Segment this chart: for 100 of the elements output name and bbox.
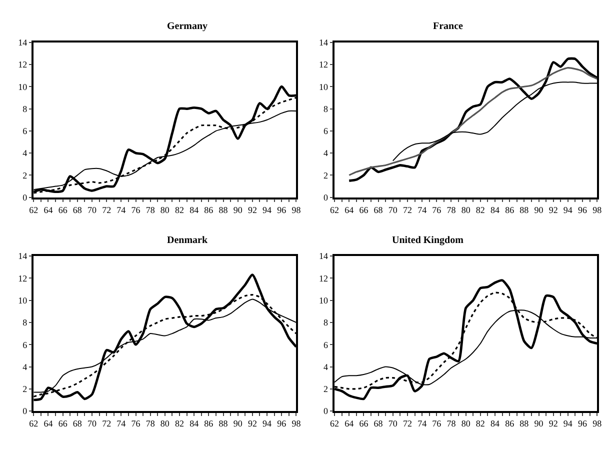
y-tick-label: 14 [319, 251, 328, 262]
x-tick-label: 70 [388, 418, 398, 429]
x-tick-label: 76 [131, 418, 141, 429]
y-tick-label: 12 [319, 273, 328, 284]
x-tick-label: 90 [233, 418, 243, 429]
y-tick-label: 10 [18, 295, 28, 306]
x-tick-label: 78 [446, 204, 456, 215]
y-tick-label: 0 [22, 192, 28, 203]
x-tick-label: 86 [204, 418, 214, 429]
x-tick-label: 74 [116, 204, 126, 215]
y-tick-label: 2 [22, 384, 28, 394]
chart-title: United Kingdom [392, 235, 464, 246]
chart-title: Germany [167, 21, 208, 32]
x-tick-label: 88 [520, 204, 530, 215]
x-tick-label: 64 [344, 418, 354, 429]
x-tick-label: 66 [359, 418, 369, 429]
x-tick-label: 98 [292, 204, 302, 215]
y-tick-label: 6 [22, 340, 28, 350]
x-tick-label: 94 [262, 204, 272, 215]
y-tick-label: 2 [324, 170, 328, 180]
x-tick-label: 62 [29, 204, 38, 215]
x-tick-label: 82 [175, 418, 184, 429]
x-tick-label: 82 [476, 204, 485, 215]
x-tick-label: 92 [548, 418, 558, 429]
x-tick-label: 62 [330, 418, 340, 429]
y-tick-label: 4 [22, 362, 28, 372]
x-tick-label: 98 [292, 418, 302, 429]
x-tick-label: 88 [520, 418, 530, 429]
x-tick-label: 62 [29, 418, 38, 429]
x-tick-label: 78 [446, 418, 456, 429]
x-tick-label: 86 [204, 204, 214, 215]
x-tick-label: 70 [87, 418, 97, 429]
x-tick-label: 62 [330, 204, 340, 215]
y-tick-label: 6 [22, 126, 28, 136]
x-tick-label: 66 [58, 204, 68, 215]
x-tick-label: 64 [344, 204, 354, 215]
y-tick-label: 6 [324, 340, 328, 350]
x-tick-label: 90 [534, 204, 544, 215]
y-tick-label: 10 [319, 82, 328, 92]
x-tick-label: 96 [578, 204, 588, 215]
chart-title: Denmark [167, 235, 208, 246]
x-tick-label: 98 [592, 418, 602, 429]
y-tick-label: 12 [319, 60, 328, 70]
y-tick-label: 4 [324, 148, 328, 158]
x-tick-label: 70 [87, 204, 97, 215]
x-tick-label: 80 [461, 204, 471, 215]
x-tick-label: 86 [505, 204, 515, 215]
x-tick-label: 68 [72, 418, 82, 429]
y-tick-label: 4 [324, 362, 328, 372]
y-tick-label: 6 [324, 126, 328, 136]
x-tick-label: 82 [175, 204, 184, 215]
x-tick-label: 94 [563, 418, 573, 429]
y-tick-label: 10 [319, 295, 328, 306]
x-tick-label: 84 [190, 418, 200, 429]
x-tick-label: 68 [374, 418, 384, 429]
chart-title: France [433, 21, 464, 32]
x-tick-label: 84 [190, 204, 200, 215]
y-tick-label: 2 [324, 384, 328, 394]
y-tick-label: 8 [22, 318, 28, 328]
x-tick-label: 84 [490, 204, 500, 215]
x-tick-label: 66 [359, 204, 369, 215]
x-tick-label: 86 [505, 418, 515, 429]
x-tick-label: 84 [490, 418, 500, 429]
x-tick-label: 90 [233, 204, 243, 215]
y-tick-label: 0 [22, 406, 28, 416]
x-tick-label: 66 [58, 418, 68, 429]
x-tick-label: 80 [461, 418, 471, 429]
y-tick-label: 12 [18, 273, 28, 284]
y-tick-label: 10 [18, 82, 28, 92]
y-tick-label: 8 [324, 104, 328, 114]
y-tick-label: 2 [22, 170, 28, 180]
x-tick-label: 74 [418, 204, 428, 215]
x-tick-label: 72 [402, 418, 412, 429]
y-tick-label: 12 [18, 60, 28, 70]
x-tick-label: 68 [374, 204, 384, 215]
y-tick-label: 4 [22, 148, 28, 158]
x-tick-label: 68 [72, 204, 82, 215]
y-tick-label: 14 [18, 37, 28, 48]
x-tick-label: 76 [131, 204, 141, 215]
x-tick-label: 72 [102, 204, 112, 215]
x-tick-label: 88 [218, 418, 228, 429]
x-tick-label: 64 [44, 204, 54, 215]
y-tick-label: 8 [324, 318, 328, 328]
x-tick-label: 70 [388, 204, 398, 215]
x-tick-label: 88 [218, 204, 228, 215]
x-tick-label: 72 [402, 204, 412, 215]
x-tick-label: 74 [418, 418, 428, 429]
x-tick-label: 80 [160, 204, 170, 215]
x-tick-label: 92 [248, 418, 257, 429]
y-tick-label: 8 [22, 104, 28, 114]
x-tick-label: 72 [102, 418, 112, 429]
x-tick-label: 76 [432, 204, 442, 215]
y-tick-label: 0 [324, 192, 328, 203]
x-tick-label: 64 [44, 418, 54, 429]
x-tick-label: 80 [160, 418, 170, 429]
y-tick-label: 14 [18, 251, 28, 262]
x-tick-label: 76 [432, 418, 442, 429]
y-tick-label: 14 [319, 37, 328, 48]
x-tick-label: 98 [592, 204, 602, 215]
x-tick-label: 94 [563, 204, 573, 215]
